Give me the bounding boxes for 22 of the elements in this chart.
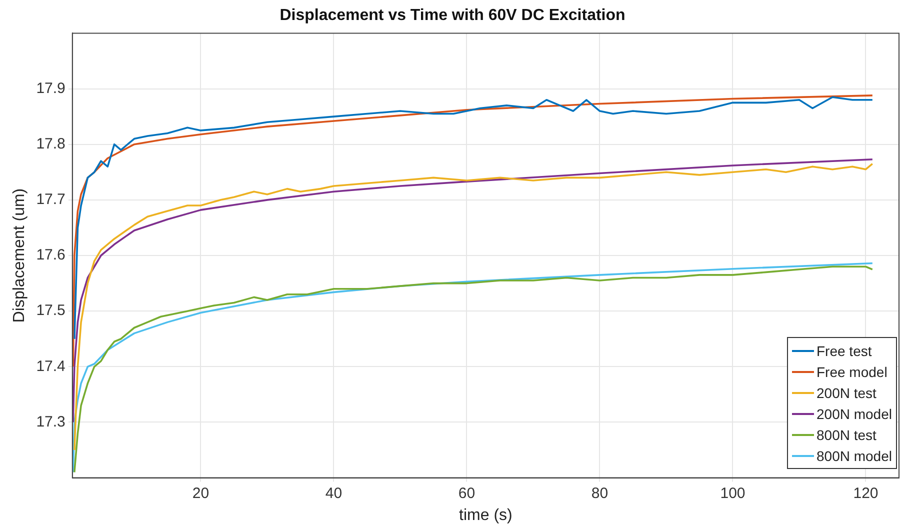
y-axis-title: Displacement (um) [11, 188, 28, 323]
x-axis-title: time (s) [459, 506, 512, 524]
y-tick-label: 17.6 [36, 246, 66, 264]
y-tick-label: 17.5 [36, 302, 66, 320]
x-tick-label: 120 [853, 484, 878, 502]
x-tick-label: 60 [458, 484, 476, 502]
y-tick-label: 17.9 [36, 80, 66, 97]
chart-title: Displacement vs Time with 60V DC Excitation [280, 7, 626, 24]
legend-label: Free model [816, 364, 888, 380]
y-tick-label: 17.8 [36, 135, 66, 152]
x-tick-label: 100 [720, 484, 746, 502]
x-tick-label: 40 [325, 484, 342, 502]
legend-label: 200N test [816, 384, 876, 400]
x-tick-label: 20 [192, 484, 210, 502]
y-tick-label: 17.3 [36, 413, 66, 430]
x-tick-label: 80 [591, 484, 608, 502]
legend-label: 200N model [816, 406, 892, 422]
y-tick-label: 17.7 [36, 191, 66, 208]
y-tick-label: 17.4 [36, 358, 66, 375]
legend-label: Free test [816, 342, 872, 358]
legend-label: 800N test [816, 426, 876, 442]
legend-label: 800N model [816, 448, 892, 464]
